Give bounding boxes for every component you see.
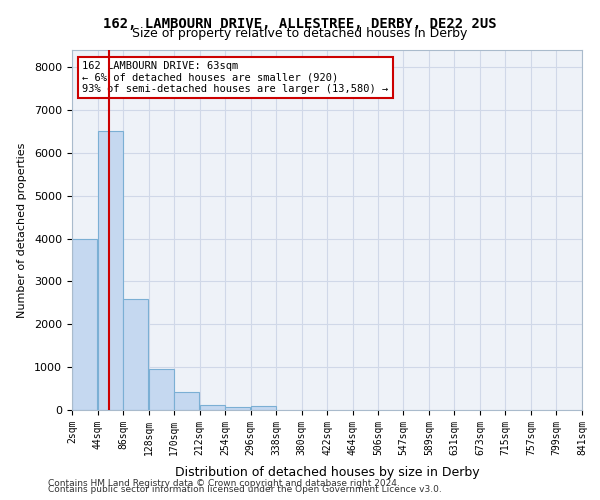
Bar <box>200 405 225 410</box>
Bar <box>98 132 123 410</box>
Bar <box>73 238 97 410</box>
Bar <box>251 406 276 410</box>
Bar <box>175 392 199 410</box>
Bar <box>124 298 148 410</box>
Bar <box>149 370 174 410</box>
Text: Size of property relative to detached houses in Derby: Size of property relative to detached ho… <box>133 28 467 40</box>
Text: Contains public sector information licensed under the Open Government Licence v3: Contains public sector information licen… <box>48 485 442 494</box>
Y-axis label: Number of detached properties: Number of detached properties <box>17 142 27 318</box>
Text: Contains HM Land Registry data © Crown copyright and database right 2024.: Contains HM Land Registry data © Crown c… <box>48 478 400 488</box>
X-axis label: Distribution of detached houses by size in Derby: Distribution of detached houses by size … <box>175 466 479 479</box>
Text: 162, LAMBOURN DRIVE, ALLESTREE, DERBY, DE22 2US: 162, LAMBOURN DRIVE, ALLESTREE, DERBY, D… <box>103 18 497 32</box>
Text: 162 LAMBOURN DRIVE: 63sqm
← 6% of detached houses are smaller (920)
93% of semi-: 162 LAMBOURN DRIVE: 63sqm ← 6% of detach… <box>82 61 388 94</box>
Bar <box>226 408 250 410</box>
